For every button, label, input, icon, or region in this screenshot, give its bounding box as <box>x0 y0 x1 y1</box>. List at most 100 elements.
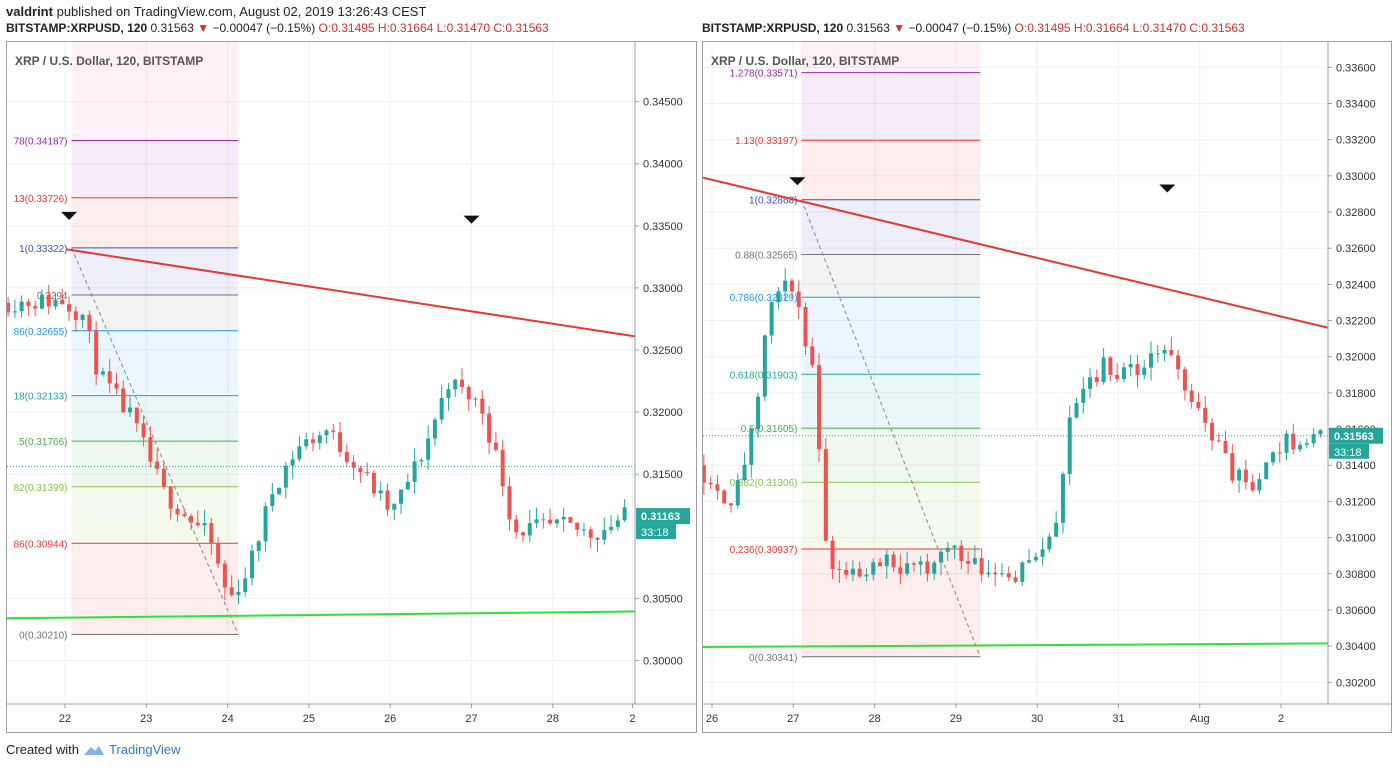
candle <box>107 371 112 384</box>
chart-panel-right[interactable]: 1.278(0.33571) 1.13(0.33197) 1(0.32868) 0.8… <box>702 41 1392 733</box>
candle <box>708 482 713 485</box>
price-tick-label: 0.31400 <box>1336 460 1376 472</box>
candle <box>1237 469 1242 481</box>
candle <box>595 537 600 540</box>
candle <box>1060 473 1065 523</box>
legend-ohlc: O:0.31495 H:0.31664 L:0.31470 C:0.31563 <box>1014 21 1245 35</box>
legend-last: 0.31563 <box>150 21 194 35</box>
candle <box>60 299 65 305</box>
price-tick-label: 0.32000 <box>643 407 683 419</box>
tradingview-brand[interactable]: TradingView <box>108 742 181 757</box>
fib-level-label: 0(0.30341) <box>749 653 797 664</box>
chart-canvas-right[interactable]: 1.278(0.33571) 1.13(0.33197) 1(0.32868) 0.8… <box>703 42 1391 732</box>
candle <box>891 554 896 568</box>
fib-level-label: 86(0.30944) <box>14 539 68 550</box>
fib-zone <box>801 374 981 429</box>
candle <box>439 397 444 420</box>
candle <box>728 503 733 506</box>
candle <box>209 523 214 544</box>
marker-arrow-icon <box>463 215 480 224</box>
candle <box>114 383 119 389</box>
candle <box>527 523 532 536</box>
candle <box>148 437 153 462</box>
candle <box>817 365 822 450</box>
candle <box>1033 556 1038 561</box>
candle <box>850 568 855 575</box>
time-tick-label: Aug <box>1190 713 1210 725</box>
candle <box>507 486 512 520</box>
chart-title: XRP / U.S. Dollar, 120, BITSTAMP <box>711 54 900 68</box>
legend-ohlc: O:0.31495 H:0.31664 L:0.31470 C:0.31563 <box>318 21 549 35</box>
candle <box>715 484 720 491</box>
footer: Created with TradingView <box>6 742 181 757</box>
candle <box>703 465 706 483</box>
candle <box>202 523 207 526</box>
candle <box>39 294 44 309</box>
candle <box>493 442 498 450</box>
candle <box>575 522 580 530</box>
price-tick-label: 0.30800 <box>1336 569 1376 581</box>
time-tick-label: 25 <box>303 713 315 725</box>
candle <box>26 301 31 307</box>
legend-change: −0.00047 (−0.15%) <box>908 21 1012 35</box>
candle <box>966 560 971 564</box>
candle <box>243 578 248 593</box>
fib-level-label: 78(0.34187) <box>14 136 68 147</box>
time-tick-label: 23 <box>140 713 152 725</box>
candle <box>932 562 937 574</box>
candle <box>53 299 58 307</box>
candle <box>1311 434 1316 444</box>
candle <box>216 543 221 564</box>
candle <box>1108 357 1113 375</box>
candle <box>602 529 607 540</box>
candle <box>324 430 329 436</box>
candle <box>548 519 553 524</box>
candle <box>1101 357 1106 383</box>
chart-title: XRP / U.S. Dollar, 120, BITSTAMP <box>15 54 204 68</box>
price-tick-label: 0.30500 <box>643 593 683 605</box>
price-tick-label: 0.33400 <box>1336 98 1376 110</box>
candle <box>1182 369 1187 391</box>
candle <box>1169 349 1174 356</box>
candle <box>7 302 11 313</box>
price-tick-label: 0.30400 <box>1336 641 1376 653</box>
fib-zone <box>71 140 239 198</box>
candle <box>864 574 869 577</box>
candle <box>141 423 146 438</box>
countdown-badge <box>1329 443 1369 459</box>
price-tick-label: 0.34500 <box>643 97 683 109</box>
fib-zone <box>801 548 981 657</box>
candle <box>453 379 458 390</box>
candle <box>189 516 194 523</box>
candle <box>134 407 139 424</box>
candle <box>412 461 417 482</box>
candle <box>749 428 754 465</box>
down-arrow-icon: ▼ <box>893 21 906 35</box>
tradingview-logo-icon <box>83 745 104 755</box>
candle <box>1223 440 1228 454</box>
price-tick-label: 0.33200 <box>1336 135 1376 147</box>
chart-canvas-left[interactable]: 78(0.34187) 13(0.33726) 1(0.33322) 0.3294 86… <box>7 42 696 732</box>
candle <box>1094 377 1099 383</box>
candle <box>1040 549 1045 557</box>
resistance-trend-line <box>66 248 636 338</box>
price-tick-label: 0.32000 <box>1336 352 1376 364</box>
candle <box>1013 577 1018 582</box>
candle <box>94 330 99 375</box>
candle <box>993 572 998 575</box>
candle <box>776 291 781 303</box>
candle <box>561 516 566 520</box>
candle <box>857 568 862 577</box>
legend-symbol: BITSTAMP:XRPUSD, 120 <box>702 21 844 35</box>
candle <box>290 459 295 466</box>
candle <box>1162 349 1167 354</box>
chart-panel-left[interactable]: 78(0.34187) 13(0.33726) 1(0.33322) 0.3294 86… <box>6 41 697 733</box>
candle <box>541 519 546 521</box>
fib-level-label: 13(0.33726) <box>14 194 68 205</box>
author-name[interactable]: valdrint <box>6 4 53 19</box>
candle <box>1006 573 1011 578</box>
candle <box>999 573 1004 575</box>
publish-text: published on TradingView.com, August 02,… <box>56 4 427 19</box>
candle <box>236 592 241 596</box>
time-tick-label: 2 <box>1278 713 1284 725</box>
